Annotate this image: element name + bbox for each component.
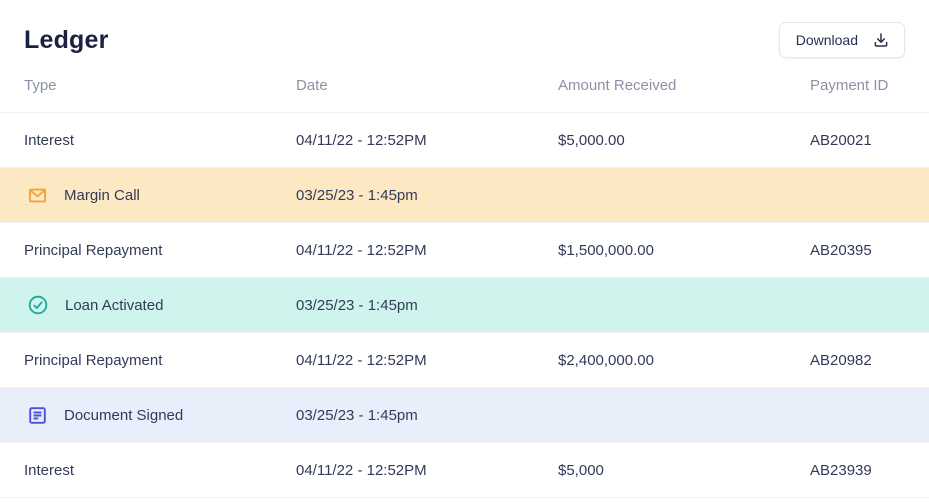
table-row[interactable]: Interest 04/11/22 - 12:52PM $5,000.00 AB… — [0, 113, 929, 168]
table-row-margin-call[interactable]: Margin Call 03/25/23 - 1:45pm — [0, 168, 929, 223]
row-amount: $5,000 — [558, 461, 604, 479]
download-button-label: Download — [795, 32, 858, 48]
table-row-document-signed[interactable]: Document Signed 03/25/23 - 1:45pm — [0, 388, 929, 443]
row-date: 04/11/22 - 12:52PM — [296, 241, 427, 259]
document-icon — [28, 406, 47, 425]
row-type-label: Interest — [24, 131, 75, 149]
row-payment-id: AB20395 — [810, 241, 872, 259]
row-type-label: Interest — [24, 461, 75, 479]
table-row[interactable]: Principal Repayment 04/11/22 - 12:52PM $… — [0, 223, 929, 278]
row-payment-id: AB20982 — [810, 351, 872, 369]
download-icon — [872, 31, 890, 49]
envelope-icon — [28, 186, 47, 205]
column-header-type: Type — [24, 76, 57, 94]
column-header-date: Date — [296, 76, 328, 94]
row-type-label: Principal Repayment — [24, 241, 163, 259]
row-amount: $2,400,000.00 — [558, 351, 654, 369]
table-row[interactable]: Interest 04/11/22 - 12:52PM $5,000 AB239… — [0, 443, 929, 498]
page-header: Ledger Download — [0, 0, 929, 58]
row-date: 04/11/22 - 12:52PM — [296, 461, 427, 479]
page-title: Ledger — [24, 25, 109, 54]
table-body: Interest 04/11/22 - 12:52PM $5,000.00 AB… — [0, 113, 929, 498]
row-payment-id: AB23939 — [810, 461, 872, 479]
row-date: 03/25/23 - 1:45pm — [296, 296, 418, 314]
row-type-label: Loan Activated — [65, 296, 164, 314]
column-header-payment-id: Payment ID — [810, 76, 889, 94]
row-amount: $5,000.00 — [558, 131, 625, 149]
row-date: 03/25/23 - 1:45pm — [296, 186, 418, 204]
row-amount: $1,500,000.00 — [558, 241, 654, 259]
row-date: 04/11/22 - 12:52PM — [296, 351, 427, 369]
column-header-amount-received: Amount Received — [558, 76, 677, 94]
check-circle-icon — [28, 295, 48, 315]
table-row[interactable]: Principal Repayment 04/11/22 - 12:52PM $… — [0, 333, 929, 388]
row-date: 03/25/23 - 1:45pm — [296, 406, 418, 424]
row-type-label: Principal Repayment — [24, 351, 163, 369]
row-payment-id: AB20021 — [810, 131, 872, 149]
row-date: 04/11/22 - 12:52PM — [296, 131, 427, 149]
table-header-row: Type Date Amount Received Payment ID — [0, 58, 929, 113]
row-type-label: Document Signed — [64, 406, 184, 424]
table-row-loan-activated[interactable]: Loan Activated 03/25/23 - 1:45pm — [0, 278, 929, 333]
download-button[interactable]: Download — [778, 22, 905, 58]
row-type-label: Margin Call — [64, 186, 140, 204]
